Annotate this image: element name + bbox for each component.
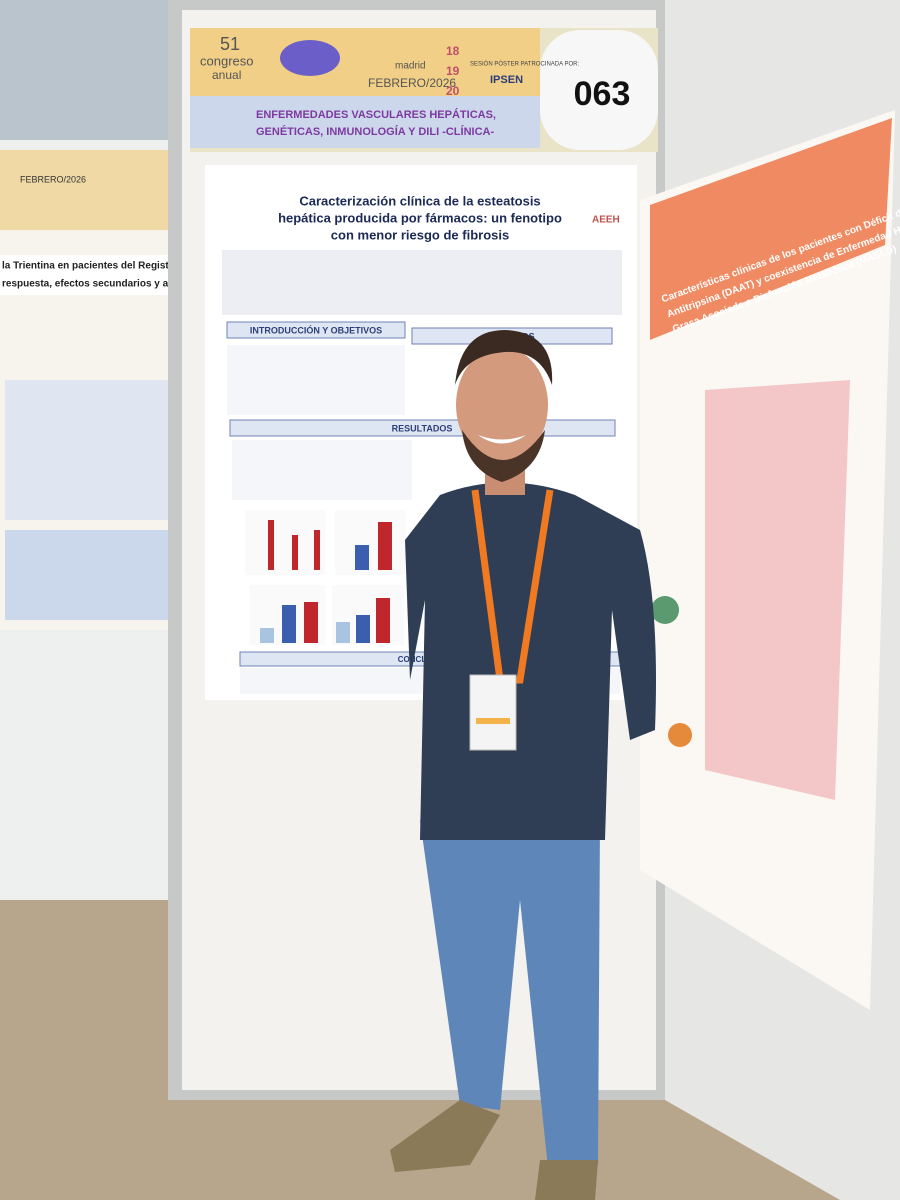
day: 18 [446,44,460,58]
sponsor: IPSEN [490,74,523,86]
congress-sub: anual [212,68,241,82]
smile [478,435,526,444]
congress: congreso [200,53,253,68]
ceiling [0,0,200,140]
poster-charts [245,510,405,645]
section-header [226,321,406,339]
left-title: la Trientina en pacientes del Registro W… [2,261,231,272]
sponsor-label: SESIÓN PÓSTER PATROCINADA POR: [470,61,579,68]
congress-number: 51 [220,34,240,54]
day: 19 [446,64,460,78]
person [390,330,656,1200]
chart-frame [245,510,325,575]
banner-top [190,28,540,96]
section-title: INTRODUCCIÓN Y OBJETIVOS [250,324,382,335]
authors [222,250,622,315]
session: GENÉTICAS, INMUNOLOGÍA Y DILI -CLÍNICA- [256,125,494,138]
bar-shape [292,535,298,570]
city: madrid [395,61,426,72]
left-title: respuesta, efectos secundarios y adheren… [2,279,237,290]
badge [469,674,517,751]
left-content [5,530,190,620]
bar-shape [304,602,318,643]
beard [462,430,545,482]
left-content [5,380,190,520]
badge-stripe [476,718,510,724]
bar-shape [268,520,274,570]
number-badge [540,30,658,150]
date: FEBRERO/2026 [368,76,456,90]
shoe [390,1100,500,1172]
bar-shape [314,530,320,570]
section-title: RESULTADOS [392,423,453,433]
day: 20 [446,84,460,98]
poster-title: hepática producida por fármacos: un feno… [278,210,562,225]
left-title-bg [0,255,198,295]
pie-shape [668,723,692,747]
bar-shape [260,628,274,643]
right-table [705,380,850,800]
sweater [405,482,656,840]
poster-title: Caracterización clínica de la esteatosis [299,193,540,208]
session-bar [190,96,540,148]
left-date: FEBRERO/2026 [20,174,86,184]
right-title-bg [650,118,892,340]
left-banner [0,150,198,230]
liver-logo [280,40,340,76]
face [456,347,548,463]
bar-shape [355,545,369,570]
bar-shape [376,598,390,643]
bar-shape [378,522,392,570]
jeans [420,820,600,1168]
chart-frame [335,510,405,575]
bar-shape [356,615,370,643]
pie-shape [651,596,679,624]
hair [455,330,553,385]
section-body [227,345,405,415]
section-body [232,440,412,500]
poster-title: con menor riesgo de fibrosis [331,227,509,242]
poster-number: 063 [574,75,631,113]
shoe [535,1160,598,1200]
bar-shape [336,622,350,643]
session: ENFERMEDADES VASCULARES HEPÁTICAS, [256,108,496,121]
society: AEEH [592,215,620,226]
bar-shape [282,605,296,643]
